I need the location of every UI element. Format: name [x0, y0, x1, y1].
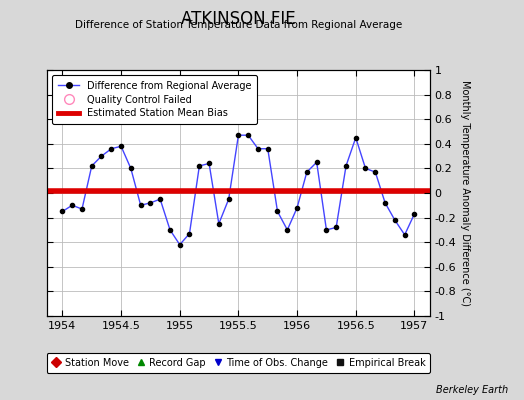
Text: Berkeley Earth: Berkeley Earth: [436, 385, 508, 395]
Legend: Station Move, Record Gap, Time of Obs. Change, Empirical Break: Station Move, Record Gap, Time of Obs. C…: [47, 353, 430, 372]
Y-axis label: Monthly Temperature Anomaly Difference (°C): Monthly Temperature Anomaly Difference (…: [461, 80, 471, 306]
Text: Difference of Station Temperature Data from Regional Average: Difference of Station Temperature Data f…: [75, 20, 402, 30]
Text: ATKINSON FIE: ATKINSON FIE: [181, 10, 296, 28]
